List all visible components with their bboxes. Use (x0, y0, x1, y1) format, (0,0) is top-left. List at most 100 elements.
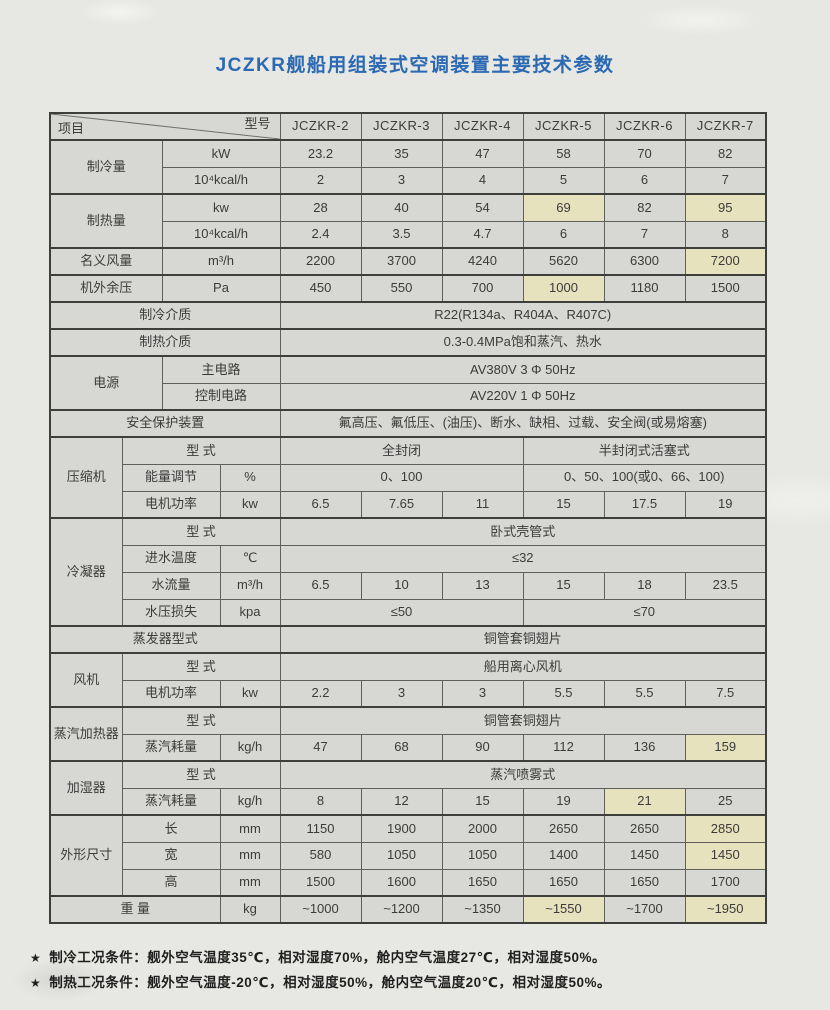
value-cell: 5.5 (603, 679, 686, 708)
value-cell: 69 (522, 193, 605, 222)
value-cell: 17.5 (603, 490, 686, 519)
row-label-cell: 蒸发器型式 (49, 625, 281, 654)
footnote-cooling-condition: ★ 制冷工况条件：舰外空气温度35℃，相对湿度70%，舱内空气温度27℃，相对湿度… (30, 948, 611, 968)
row-label-cell: 蒸汽耗量 (121, 733, 221, 762)
value-cell: 28 (279, 193, 362, 222)
value-cell: 550 (360, 274, 443, 303)
value-cell: 136 (603, 733, 686, 762)
model-column-header: JCZKR-6 (603, 112, 686, 141)
row-label-cell: 蒸汽耗量 (121, 787, 221, 816)
value-cell: 10 (360, 571, 443, 600)
value-cell: 1700 (684, 868, 767, 897)
value-cell: 35 (360, 139, 443, 168)
diagonal-divider-icon (51, 114, 280, 139)
value-cell: 82 (684, 139, 767, 168)
row-label-cell: 控制电路 (161, 382, 281, 411)
value-cell: 25 (684, 787, 767, 816)
value-cell: 13 (441, 571, 524, 600)
table-row: 制热介质 0.3-0.4MPa饱和蒸汽、热水 (49, 328, 767, 357)
value-cell: 1500 (279, 868, 362, 897)
value-cell: 7 (603, 220, 686, 249)
value-cell: 6300 (603, 247, 686, 276)
row-label-cell: 冷凝器 (49, 517, 123, 627)
table-row: 压缩机型 式全封闭 半封闭式活塞式 (49, 436, 767, 519)
row-label-cell: 10⁴kcal/h (161, 166, 281, 195)
table-row: 冷凝器型 式卧式壳管式 (49, 517, 767, 627)
value-cell: 0、100 (279, 463, 524, 492)
table-row: 蒸汽耗量 kg/h 8 12 15 19 21 25 (50, 787, 767, 816)
value-cell: 2650 (522, 814, 605, 843)
table-row: 高 mm 1500 1600 1650 1650 1650 1700 (50, 868, 767, 897)
row-label-cell: kw (219, 490, 281, 519)
page-title: JCZKR舰船用组装式空调装置主要技术参数 (215, 55, 615, 76)
value-cell: R22(R134a、R404A、R407C) (279, 301, 767, 330)
value-cell: 47 (279, 733, 362, 762)
table-row: 电机功率 kw 2.2 3 3 5.5 5.5 7.5 (50, 679, 767, 708)
value-cell: 18 (603, 571, 686, 600)
table-row: 电源 主电路 AV380V 3 Φ 50Hz (49, 355, 767, 411)
value-cell: 700 (441, 274, 524, 303)
row-label-cell: m³/h (219, 571, 281, 600)
value-cell: 1650 (441, 868, 524, 897)
table-row: 制热量 kw 28 40 54 69 82 95 (49, 193, 767, 249)
value-cell: 5 (522, 166, 605, 195)
row-label-cell: ℃ (219, 544, 281, 573)
table-row: 名义风量 m³/h 2200 3700 4240 5620 6300 7200 (49, 247, 767, 276)
value-cell: 450 (279, 274, 362, 303)
value-cell: 95 (684, 193, 767, 222)
value-cell: 蒸汽喷雾式 (279, 760, 767, 789)
table-row: 进水温度 ℃ ≤32 (50, 544, 767, 573)
value-cell: 21 (603, 787, 686, 816)
value-cell: 23.2 (279, 139, 362, 168)
value-cell: 19 (684, 490, 767, 519)
spec-table: 项目 型号 JCZKR-2 JCZKR-3 JCZKR-4 JCZKR-5 JCZKR-… (49, 112, 767, 924)
value-cell: 47 (441, 139, 524, 168)
row-label-cell: mm (219, 814, 281, 843)
value-cell: 0.3-0.4MPa饱和蒸汽、热水 (279, 328, 767, 357)
value-cell: ≤70 (522, 598, 767, 627)
value-cell: ≤50 (279, 598, 524, 627)
value-cell: 159 (684, 733, 767, 762)
star-icon: ★ (30, 975, 42, 990)
row-label-cell: 10⁴kcal/h (161, 220, 281, 249)
corner-cell: 项目 型号 (49, 112, 281, 141)
value-cell: ~1700 (603, 895, 686, 924)
row-label-cell: 电源 (49, 355, 163, 411)
row-label-cell: 电机功率 (121, 490, 221, 519)
footnote-heating-condition: ★ 制热工况条件：舰外空气温度-20℃，相对湿度50%，舱内空气温度20℃，相对湿… (30, 973, 611, 993)
value-cell: 1050 (360, 841, 443, 870)
value-cell: 1650 (522, 868, 605, 897)
value-cell: 3.5 (360, 220, 443, 249)
table-row: 重 量 kg ~1000 ~1200 ~1350 ~1550 ~1700 ~1950 (49, 895, 767, 924)
star-icon: ★ (30, 951, 42, 965)
value-cell: 11 (441, 490, 524, 519)
value-cell: 0、50、100(或0、66、100) (522, 463, 767, 492)
table-row: 蒸汽耗量 kg/h 47 68 90 112 136 159 (50, 733, 767, 762)
value-cell: 7.5 (684, 679, 767, 708)
model-column-header: JCZKR-7 (684, 112, 767, 141)
value-cell: 6.5 (279, 571, 362, 600)
row-label-cell: 机外余压 (49, 274, 163, 303)
row-label-cell: 长 (121, 814, 221, 843)
row-label-cell: m³/h (161, 247, 281, 276)
value-cell: 船用离心风机 (279, 652, 767, 681)
value-cell: 卧式壳管式 (279, 517, 767, 546)
row-label-cell: mm (219, 841, 281, 870)
table-row: 电机功率 kw 6.5 7.65 11 15 17.5 19 (50, 490, 767, 519)
value-cell: 6 (522, 220, 605, 249)
value-cell: 氟高压、氟低压、(油压)、断水、缺相、过载、安全阀(或易熔塞) (279, 409, 767, 438)
table-row: 蒸汽加热器型 式铜管套铜翅片 (49, 706, 767, 762)
value-cell: 3 (441, 679, 524, 708)
model-column-header: JCZKR-4 (441, 112, 524, 141)
value-cell: 8 (684, 220, 767, 249)
value-cell: 2.2 (279, 679, 362, 708)
table-row: 安全保护装置 氟高压、氟低压、(油压)、断水、缺相、过载、安全阀(或易熔塞) (49, 409, 767, 438)
value-cell: 2200 (279, 247, 362, 276)
row-label-cell: 型 式 (121, 652, 281, 681)
table-row: 能量调节% 0、100 0、50、100(或0、66、100) (50, 463, 767, 492)
footnote-text: 制热工况条件：舰外空气温度-20℃，相对湿度50%，舱内空气温度20℃，相对湿度… (49, 974, 612, 990)
row-label-cell: 型 式 (121, 436, 281, 465)
row-label-cell: 型 式 (121, 760, 281, 789)
row-label-cell: 电机功率 (121, 679, 221, 708)
value-cell: ~1000 (279, 895, 362, 924)
